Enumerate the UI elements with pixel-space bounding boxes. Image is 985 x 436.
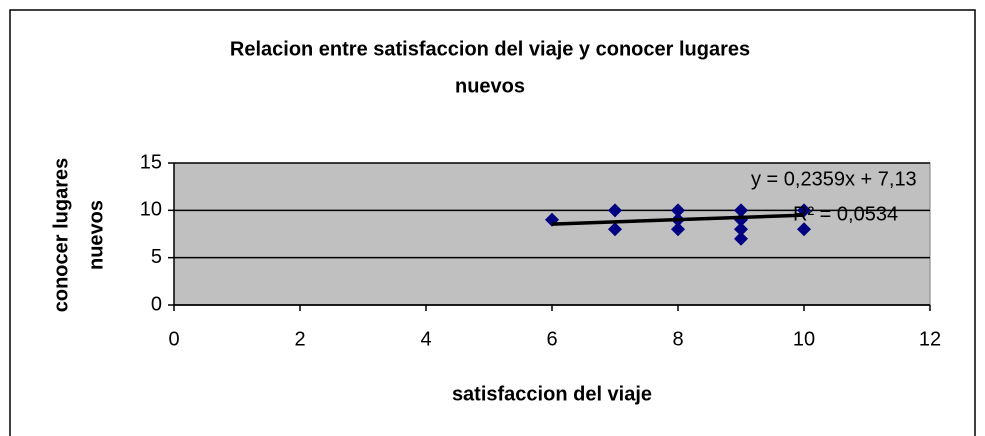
point — [734, 203, 748, 218]
y-tick-label: 10 — [140, 199, 162, 221]
x-tick-label: 10 — [793, 328, 815, 350]
x-tick-label: 6 — [546, 328, 557, 350]
x-tick-label: 8 — [672, 328, 683, 350]
point — [671, 203, 685, 218]
trendline — [551, 213, 805, 226]
chart-title: nuevos — [455, 75, 525, 97]
y-tick-label: 15 — [140, 151, 162, 173]
x-tick-label: 0 — [168, 328, 179, 350]
point — [608, 222, 622, 237]
x-tick-label: 2 — [294, 328, 305, 350]
y-axis-label: nuevos — [85, 200, 107, 270]
y-tick-label: 5 — [151, 246, 162, 268]
y-tick-label: 0 — [151, 293, 162, 315]
x-axis-label: satisfaccion del viaje — [452, 383, 652, 405]
trendline-r2: R² = 0,0534 — [793, 203, 898, 225]
point — [734, 231, 748, 246]
point — [608, 203, 622, 218]
trendline-equation: y = 0,2359x + 7,13 — [751, 168, 917, 190]
y-axis-label: conocer lugares — [50, 158, 72, 313]
x-tick-label: 12 — [919, 328, 941, 350]
point — [734, 222, 748, 237]
chart-title: Relacion entre satisfaccion del viaje y … — [230, 38, 750, 60]
point — [671, 222, 685, 237]
point — [797, 222, 811, 237]
x-tick-label: 4 — [420, 328, 431, 350]
